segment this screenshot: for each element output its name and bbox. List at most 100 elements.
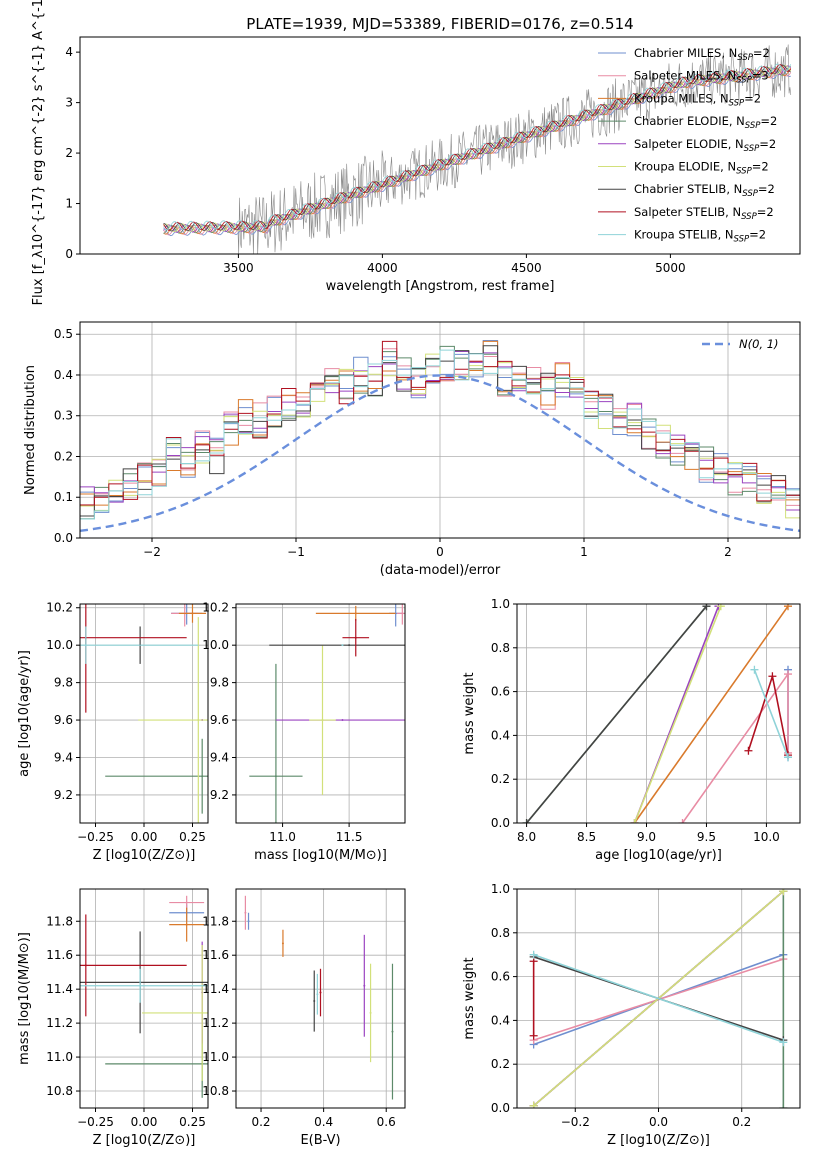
residuals-plot (80, 339, 800, 533)
weight_vs_age-ylabel: mass weight (462, 672, 477, 754)
mass_vs_ebv-point (244, 911, 247, 914)
mass_vs_Z-frame (79, 888, 209, 1109)
mass_vs_ebv-ytick-label: 11.6 (202, 948, 229, 962)
weight_vs_age-ytick-label: 0.0 (491, 816, 510, 830)
residuals-hist-6 (80, 345, 800, 517)
spectrum-legend-entry: Chabrier ELODIE, NSSP=2 (634, 114, 777, 131)
weight_vs_age-series-line-2 (633, 605, 789, 823)
weight_vs_age-ytick-label: 0.2 (491, 772, 510, 786)
mass_vs_ebv-xtick-label: 0.6 (377, 1115, 396, 1129)
mass_vs_Z-xtick-label: 0.00 (131, 1115, 158, 1129)
weight_vs_age-xtick-label: 8.5 (577, 830, 596, 844)
residuals-xtick-label: −2 (143, 545, 161, 559)
weight_vs_age-ytick-label: 0.6 (491, 685, 510, 699)
weight_vs_Z-ylabel: mass weight (462, 957, 477, 1039)
residuals-hist-7 (80, 340, 800, 528)
mass_vs_Z-xtick-label: 0.25 (179, 1115, 206, 1129)
age_vs_mass-point (321, 719, 324, 722)
weight_vs_age-marker (630, 819, 639, 823)
age_vs_mass-point (341, 644, 344, 647)
weight_vs_age-ytick-label: 0.8 (491, 641, 510, 655)
weight_vs_Z-marker (779, 1104, 788, 1108)
weight_vs_age-series-line-8 (753, 669, 789, 758)
weight_vs_Z-xtick-label: 0.2 (732, 1115, 751, 1129)
weight_vs_age-marker (784, 670, 793, 679)
weight_vs_age-xtick-label: 9.0 (637, 830, 656, 844)
spectrum-legend-entry: Chabrier STELIB, NSSP=2 (634, 182, 775, 199)
residuals-gaussian-line (80, 374, 800, 533)
weight_vs_Z-ytick-label: 0.0 (491, 1101, 510, 1115)
mass_vs_ebv-point (281, 942, 284, 945)
spectrum-frame (79, 36, 801, 255)
mass_vs_Z-xtick-label: −0.25 (77, 1115, 114, 1129)
weight_vs_age-axes: 8.0 8.5 9.0 9.5 10.0 0.0 0.2 0.4 0.6 0.8 1.0 (491, 597, 800, 844)
weight_vs_age-plot (522, 604, 793, 823)
mass_vs_ebv-ytick-label: 11.0 (202, 1050, 229, 1064)
residuals-legend-entry: N(0, 1) (739, 337, 779, 351)
spectrum-axes: 3500 4000 4500 5000 0 1 2 3 4 (65, 45, 685, 275)
age_vs_mass-point (401, 612, 404, 615)
age_vs_mass-xlabel: mass [log10(M/M⊙)] (254, 848, 387, 863)
age_vs_Z-ytick-label: 9.4 (54, 750, 73, 764)
weight_vs_age-marker (784, 604, 793, 611)
age_vs_mass-ytick-label: 9.6 (210, 713, 229, 727)
weight_vs_age-xtick-label: 9.5 (697, 830, 716, 844)
age_vs_Z-ytick-label: 9.8 (54, 676, 73, 690)
age_vs_mass-point (354, 612, 357, 615)
weight_vs_Z-ytick-label: 0.8 (491, 926, 510, 940)
spectrum-ytick-label: 3 (65, 96, 73, 110)
mass_vs_Z-point (185, 901, 188, 904)
mass_vs_ebv-frame (235, 888, 406, 1109)
age_vs_Z-ytick-label: 9.6 (54, 713, 73, 727)
residuals-ytick-label: 0.1 (54, 490, 73, 504)
residuals-xtick-label: 2 (724, 545, 732, 559)
mass_vs_Z-ytick-label: 11.8 (46, 914, 73, 928)
weight_vs_Z-ytick-label: 0.6 (491, 970, 510, 984)
spectrum-xtick-label: 3500 (223, 261, 254, 275)
mass_vs_ebv-plot (244, 895, 394, 1100)
age_vs_mass-point (348, 644, 351, 647)
spectrum-legend-entry: Kroupa ELODIE, NSSP=2 (634, 160, 769, 177)
mass_vs_ebv-point (391, 1030, 394, 1033)
spectrum-legend-entry: Kroupa STELIB, NSSP=2 (634, 228, 766, 245)
weight_vs_age-marker (750, 665, 759, 674)
mass_vs_ebv-point (313, 1000, 316, 1003)
residuals-ytick-label: 0.5 (54, 327, 73, 341)
spectrum-xtick-label: 4000 (367, 261, 398, 275)
weight_vs_Z-marker (529, 950, 538, 959)
weight_vs_Z-marker (779, 889, 788, 896)
age_vs_mass-frame (235, 603, 406, 824)
mass_vs_ebv-xtick-label: 0.2 (251, 1115, 270, 1129)
weight_vs_Z-frame (516, 888, 801, 1109)
weight_vs_age-ytick-label: 0.4 (491, 728, 510, 742)
mass_vs_Z-ytick-label: 11.6 (46, 948, 73, 962)
weight_vs_Z-axes: −0.2 0.0 0.2 0.0 0.2 0.4 0.6 0.8 1.0 (491, 882, 800, 1129)
age_vs_mass-xtick-label: 11.0 (269, 830, 296, 844)
age_vs_mass-ytick-label: 10.2 (202, 601, 229, 615)
residuals-ytick-label: 0.4 (54, 368, 73, 382)
spectrum-ylabel: Flux [f_λ10^{-17} erg cm^{-2} s^{-1} A^{… (31, 0, 46, 305)
mass_vs_ebv-ytick-label: 10.8 (202, 1084, 229, 1098)
residuals-frame (79, 321, 801, 539)
spectrum-xtick-label: 5000 (655, 261, 686, 275)
spectrum-xlabel: wavelength [Angstrom, rest frame] (326, 279, 555, 294)
residuals-axes: −2 −1 0 1 2 0.0 0.1 0.2 0.3 0.4 0.5 (54, 322, 800, 559)
weight_vs_age-marker (768, 672, 777, 681)
age_vs_Z-point (197, 719, 200, 722)
mass_vs_Z-ytick-label: 11.0 (46, 1050, 73, 1064)
age_vs_mass-plot (249, 604, 405, 823)
mass_vs_ebv-point (247, 920, 250, 923)
mass_vs_Z-plot (80, 895, 208, 1098)
mass_vs_Z-ytick-label: 11.2 (46, 1016, 73, 1030)
age_vs_Z-xtick-label: −0.25 (77, 830, 114, 844)
age_vs_Z-point (201, 775, 204, 778)
weight_vs_age-marker (702, 604, 711, 611)
mass_vs_ebv-ytick-label: 11.2 (202, 1016, 229, 1030)
weight_vs_Z-marker (779, 1038, 788, 1047)
mass_vs_ebv-point (363, 984, 366, 987)
mass_vs_Z-point (84, 964, 87, 967)
spectrum-legend-entry: Kroupa MILES, NSSP=2 (634, 91, 761, 108)
mass_vs_Z-xlabel: Z [log10(Z/Z⊙)] (93, 1133, 196, 1148)
age_vs_Z-xlabel: Z [log10(Z/Z⊙)] (93, 848, 196, 863)
age_vs_mass-ytick-label: 9.2 (210, 788, 229, 802)
